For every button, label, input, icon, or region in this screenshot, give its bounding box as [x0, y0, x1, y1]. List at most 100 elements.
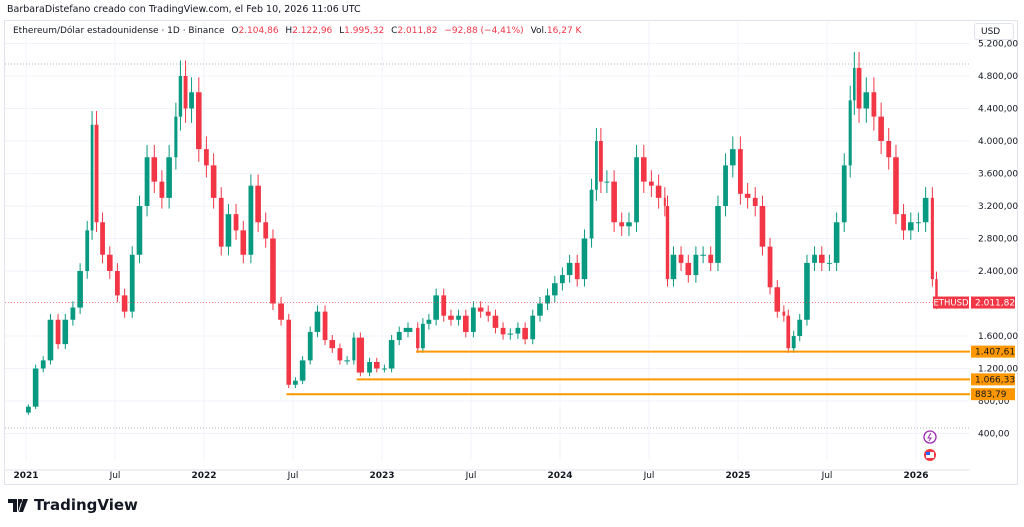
candle-body	[626, 222, 632, 227]
candle-body	[853, 67, 856, 101]
candle-body	[456, 315, 461, 320]
candle-body	[471, 307, 476, 332]
candle-body	[477, 307, 484, 312]
candle-body	[886, 141, 892, 158]
x-tick-label: Jul	[465, 471, 477, 481]
lightning-glyph-icon	[927, 432, 932, 442]
candle-body	[183, 76, 188, 109]
candle-body	[901, 214, 906, 231]
currency-button[interactable]: USD	[974, 23, 1014, 40]
candle-body	[115, 271, 120, 296]
candle-body	[604, 181, 610, 183]
candle-body	[640, 157, 647, 182]
candle-body	[827, 262, 832, 264]
candle-body	[178, 76, 183, 117]
x-tick-label: Jul	[821, 471, 833, 481]
candle-body	[396, 331, 402, 341]
candle-body	[500, 327, 506, 335]
candle-body	[373, 362, 380, 369]
candle-body	[270, 238, 276, 304]
candle-body	[907, 222, 914, 231]
open-label: O	[231, 26, 239, 36]
candle-body	[611, 181, 617, 223]
candle-body	[70, 307, 76, 320]
lightning-event-icon	[923, 430, 937, 444]
candle-body	[240, 230, 247, 255]
candle-body	[752, 197, 758, 206]
candle-body	[159, 181, 165, 198]
candle-body	[263, 222, 269, 239]
candle-body	[85, 230, 90, 271]
candle-body	[767, 246, 773, 288]
level-price-tag	[971, 373, 1015, 386]
tradingview-logo: TradingView	[8, 496, 138, 514]
candle-body	[655, 185, 662, 198]
candle-body	[893, 157, 899, 215]
close-label: C	[391, 26, 398, 36]
level-price-label: 1.407,61	[975, 348, 1015, 358]
candle-body	[77, 271, 83, 308]
high-value: 2.122,96	[292, 26, 333, 36]
candle-body	[723, 165, 728, 206]
us-flag-canton-icon	[926, 452, 930, 455]
candle-body	[403, 327, 413, 332]
candle-body	[218, 197, 224, 247]
candle-body	[589, 189, 594, 239]
x-tick-label: 2024	[547, 471, 572, 481]
candle-body	[841, 165, 847, 223]
candle-body	[744, 193, 751, 198]
candle-body	[916, 222, 921, 224]
candle-body	[619, 222, 625, 227]
y-tick-label: 5.200,00	[978, 40, 1018, 50]
open-value: 2.104,86	[238, 26, 279, 36]
candle-body	[856, 67, 862, 109]
candle-body	[26, 406, 31, 413]
candle-body	[485, 311, 491, 316]
y-tick-label: 400,00	[978, 430, 1010, 440]
candle-body	[314, 311, 321, 332]
x-tick-label: Jul	[287, 471, 299, 481]
candle-body	[136, 206, 143, 255]
candle-body	[492, 315, 499, 328]
candle-body	[693, 254, 699, 276]
candle-body	[293, 380, 298, 385]
candle-body	[382, 368, 387, 370]
candle-body	[574, 262, 580, 280]
candle-body	[786, 315, 791, 349]
y-tick-label: 2.800,00	[978, 235, 1018, 245]
candle-body	[307, 331, 313, 361]
candle-body	[166, 157, 172, 198]
tradingview-logo-text: TradingView	[34, 496, 138, 514]
last-price-label: 2.011,82	[975, 299, 1015, 309]
candle-body	[62, 319, 69, 345]
symbol-title[interactable]: Ethereum/Dólar estadounidense · 1D · Bin…	[13, 26, 225, 36]
candle-body	[106, 254, 113, 271]
y-tick-label: 3.200,00	[978, 202, 1018, 212]
x-tick-label: 2025	[725, 471, 750, 481]
tradingview-logo-icon	[8, 498, 28, 512]
y-tick-label: 3.600,00	[978, 170, 1018, 180]
x-tick-label: 2022	[191, 471, 216, 481]
candle-body	[871, 92, 877, 117]
candle-body	[90, 124, 94, 231]
candle-body	[144, 157, 150, 206]
candle-body	[670, 254, 677, 280]
candle-body	[791, 336, 796, 349]
level-price-label: 1.066,33	[975, 375, 1015, 385]
level-price-tag	[971, 345, 1015, 358]
volume-value: 16,27 K	[546, 26, 582, 36]
candle-body	[121, 295, 128, 312]
y-tick-label: 4.800,00	[978, 72, 1018, 82]
y-tick-label: 4.400,00	[978, 105, 1018, 115]
chart-frame	[4, 20, 1018, 485]
candle-body	[782, 311, 786, 316]
candle-body	[685, 262, 692, 276]
candle-body	[344, 360, 350, 362]
candle-body	[818, 254, 825, 263]
candle-body	[151, 157, 158, 182]
candle-body	[738, 149, 743, 194]
chart-credit: BarbaraDistefano creado con TradingView.…	[7, 4, 361, 15]
candle-body	[515, 327, 521, 334]
candle-body	[55, 319, 61, 345]
